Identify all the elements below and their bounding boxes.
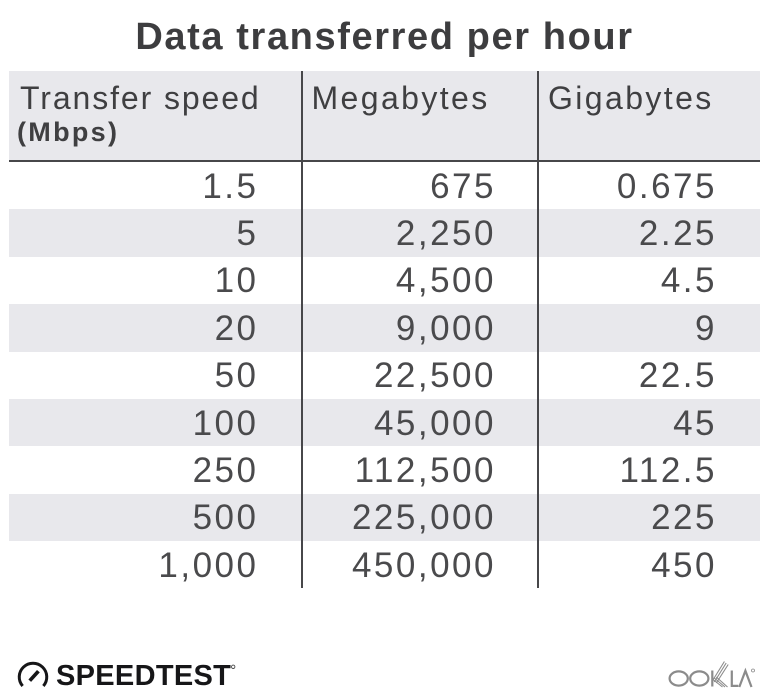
- svg-text:SPEEDTEST: SPEEDTEST: [56, 660, 231, 692]
